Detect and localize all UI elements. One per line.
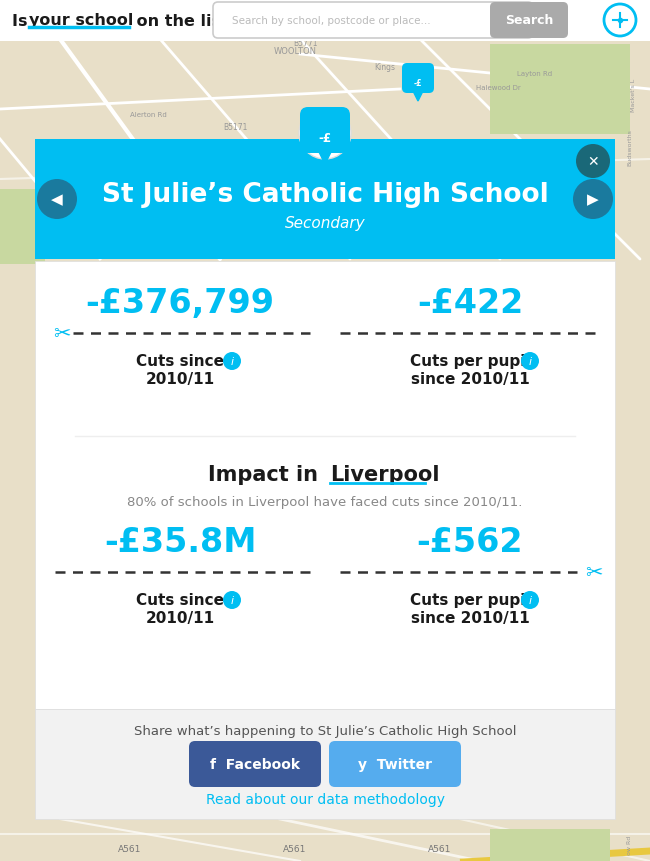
Circle shape [576,145,610,179]
Text: Search by school, postcode or place...: Search by school, postcode or place... [232,16,430,26]
Circle shape [604,5,636,37]
Polygon shape [413,92,423,102]
Text: 2010/11: 2010/11 [146,372,214,387]
Text: ▶: ▶ [587,192,599,208]
Text: i: i [231,356,233,367]
Text: -£: -£ [318,133,332,146]
Text: Macket's L: Macket's L [631,78,636,111]
Circle shape [223,592,241,610]
FancyBboxPatch shape [490,45,630,135]
Circle shape [521,353,539,370]
Text: ◀: ◀ [51,192,63,208]
FancyBboxPatch shape [35,709,615,819]
Circle shape [37,180,77,220]
Text: 80% of schools in Liverpool have faced cuts since 2010/11.: 80% of schools in Liverpool have faced c… [127,496,523,509]
Text: -£: -£ [414,79,422,89]
Text: since 2010/11: since 2010/11 [411,372,529,387]
Text: Is: Is [12,14,33,28]
Text: Search: Search [505,15,553,28]
Text: Kings: Kings [374,64,395,72]
Text: Read about our data methodology: Read about our data methodology [205,792,445,806]
Text: y  Twitter: y Twitter [358,757,432,771]
Text: B5171: B5171 [223,123,247,133]
Text: ✂: ✂ [586,562,603,582]
Text: A561: A561 [283,845,307,853]
Circle shape [521,592,539,610]
Text: Share what’s happening to St Julie’s Catholic High School: Share what’s happening to St Julie’s Cat… [134,725,516,738]
Text: on the list?: on the list? [131,14,238,28]
Text: Cuts since: Cuts since [136,593,224,608]
Text: i: i [231,595,233,605]
FancyBboxPatch shape [0,189,45,264]
Text: Impact in: Impact in [208,464,325,485]
Text: Halewood Dr: Halewood Dr [476,85,521,91]
Text: since 2010/11: since 2010/11 [411,610,529,626]
FancyBboxPatch shape [329,741,461,787]
Text: -£562: -£562 [417,526,523,559]
Text: 2010/11: 2010/11 [146,610,214,626]
Circle shape [573,180,613,220]
Text: WOOLTON: WOOLTON [274,47,317,57]
FancyBboxPatch shape [490,829,610,861]
Text: ow Rd: ow Rd [627,834,632,853]
FancyBboxPatch shape [402,64,434,94]
FancyBboxPatch shape [189,741,321,787]
FancyBboxPatch shape [0,0,650,42]
Text: Cuts per pupil: Cuts per pupil [410,354,530,369]
Text: your school: your school [29,14,133,28]
Text: i: i [528,595,532,605]
FancyBboxPatch shape [213,3,533,39]
Text: St Julie’s Catholic High School: St Julie’s Catholic High School [101,182,549,208]
Text: A561: A561 [118,845,142,853]
Text: -£376,799: -£376,799 [86,288,274,320]
FancyBboxPatch shape [0,819,650,861]
Text: -£35.8M: -£35.8M [104,526,256,559]
Text: Secondary: Secondary [285,216,365,232]
Text: ✕: ✕ [587,155,599,169]
Text: Layton Rd: Layton Rd [517,71,552,77]
Text: ✂: ✂ [53,324,70,344]
Text: A561: A561 [428,845,452,853]
FancyBboxPatch shape [35,139,615,260]
FancyBboxPatch shape [490,3,568,39]
Text: i: i [528,356,532,367]
Text: Budsworths: Budsworths [627,129,632,166]
Text: Cuts per pupil: Cuts per pupil [410,593,530,608]
FancyBboxPatch shape [300,108,350,154]
Text: Cuts since: Cuts since [136,354,224,369]
Text: f  Facebook: f Facebook [210,757,300,771]
Circle shape [299,108,351,160]
Text: Liverpool: Liverpool [330,464,439,485]
Text: B5771: B5771 [292,40,317,48]
Circle shape [223,353,241,370]
Polygon shape [318,151,332,164]
Text: Alerton Rd: Alerton Rd [129,112,166,118]
Text: -£422: -£422 [417,288,523,320]
FancyBboxPatch shape [35,262,615,709]
